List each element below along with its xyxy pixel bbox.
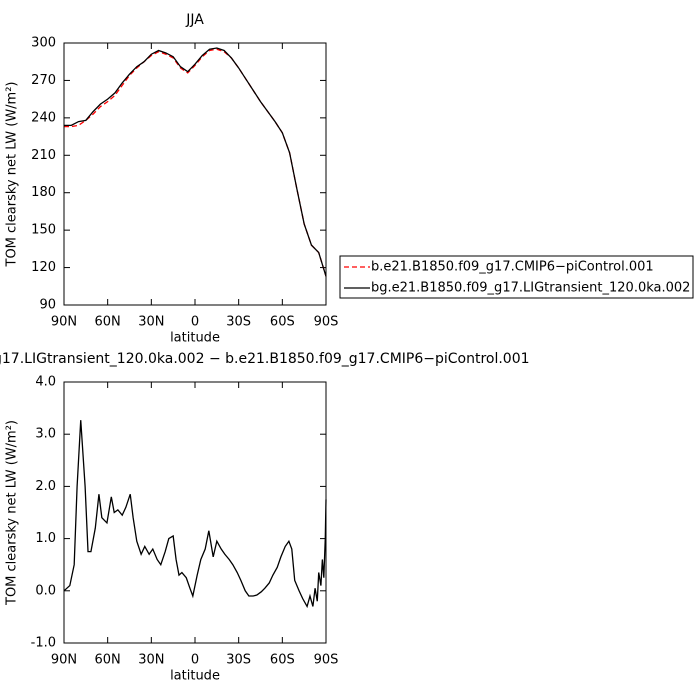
x-tick-label: 90S xyxy=(314,653,339,668)
legend-label: b.e21.B1850.f09_g17.CMIP6−piControl.001 xyxy=(371,260,654,275)
y-tick-label: 300 xyxy=(31,36,56,51)
x-tick-label: 60S xyxy=(270,315,295,330)
y-tick-label: 0.0 xyxy=(35,583,56,598)
x-tick-label: 30N xyxy=(138,653,164,668)
plot-frame xyxy=(63,381,327,644)
y-tick-label: 3.0 xyxy=(35,427,56,442)
x-tick-label: 60N xyxy=(95,653,121,668)
y-tick-label: 4.0 xyxy=(35,375,56,390)
x-tick-label: 60N xyxy=(95,315,121,330)
x-tick-label: 0 xyxy=(191,653,199,668)
data-line xyxy=(64,47,327,277)
y-axis-label: TOM clearsky net LW (W/m²) xyxy=(5,420,20,606)
y-tick-label: 270 xyxy=(31,73,56,88)
x-tick-label: 30N xyxy=(138,315,164,330)
y-tick-label: 240 xyxy=(31,110,56,125)
x-tick-label: 90N xyxy=(51,653,77,668)
plot-frame xyxy=(63,42,327,306)
y-tick-label: -1.0 xyxy=(31,636,56,651)
x-tick-label: 30S xyxy=(226,653,251,668)
y-tick-label: 2.0 xyxy=(35,479,56,494)
y-tick-label: 1.0 xyxy=(35,531,56,546)
x-tick-label: 30S xyxy=(226,315,251,330)
y-tick-label: 150 xyxy=(31,223,56,238)
x-tick-label: 60S xyxy=(270,653,295,668)
y-tick-label: 210 xyxy=(31,148,56,163)
data-line xyxy=(64,48,327,277)
x-tick-label: 0 xyxy=(191,315,199,330)
legend-box xyxy=(339,255,694,299)
x-axis-label: latitude xyxy=(170,331,220,346)
chart: JJA 90 120 150 180 210 240 270 300 90N 60N 30N 0 30S 6… xyxy=(5,12,694,346)
chart: bg.e21.B1850.f09_g17.LIGtransient_120.0k… xyxy=(0,351,530,684)
data-line xyxy=(63,420,327,609)
y-tick-label: 180 xyxy=(31,185,56,200)
y-tick-label: 120 xyxy=(31,260,56,275)
legend-label: bg.e21.B1850.f09_g17.LIGtransient_120.0k… xyxy=(371,281,690,296)
chart-title: bg.e21.B1850.f09_g17.LIGtransient_120.0k… xyxy=(0,351,530,367)
x-axis-label: latitude xyxy=(170,669,220,684)
x-tick-label: 90N xyxy=(51,315,77,330)
y-axis-label: TOM clearsky net LW (W/m²) xyxy=(5,81,20,267)
chart-title: JJA xyxy=(185,12,204,28)
y-tick-label: 90 xyxy=(39,298,56,313)
x-tick-label: 90S xyxy=(314,315,339,330)
